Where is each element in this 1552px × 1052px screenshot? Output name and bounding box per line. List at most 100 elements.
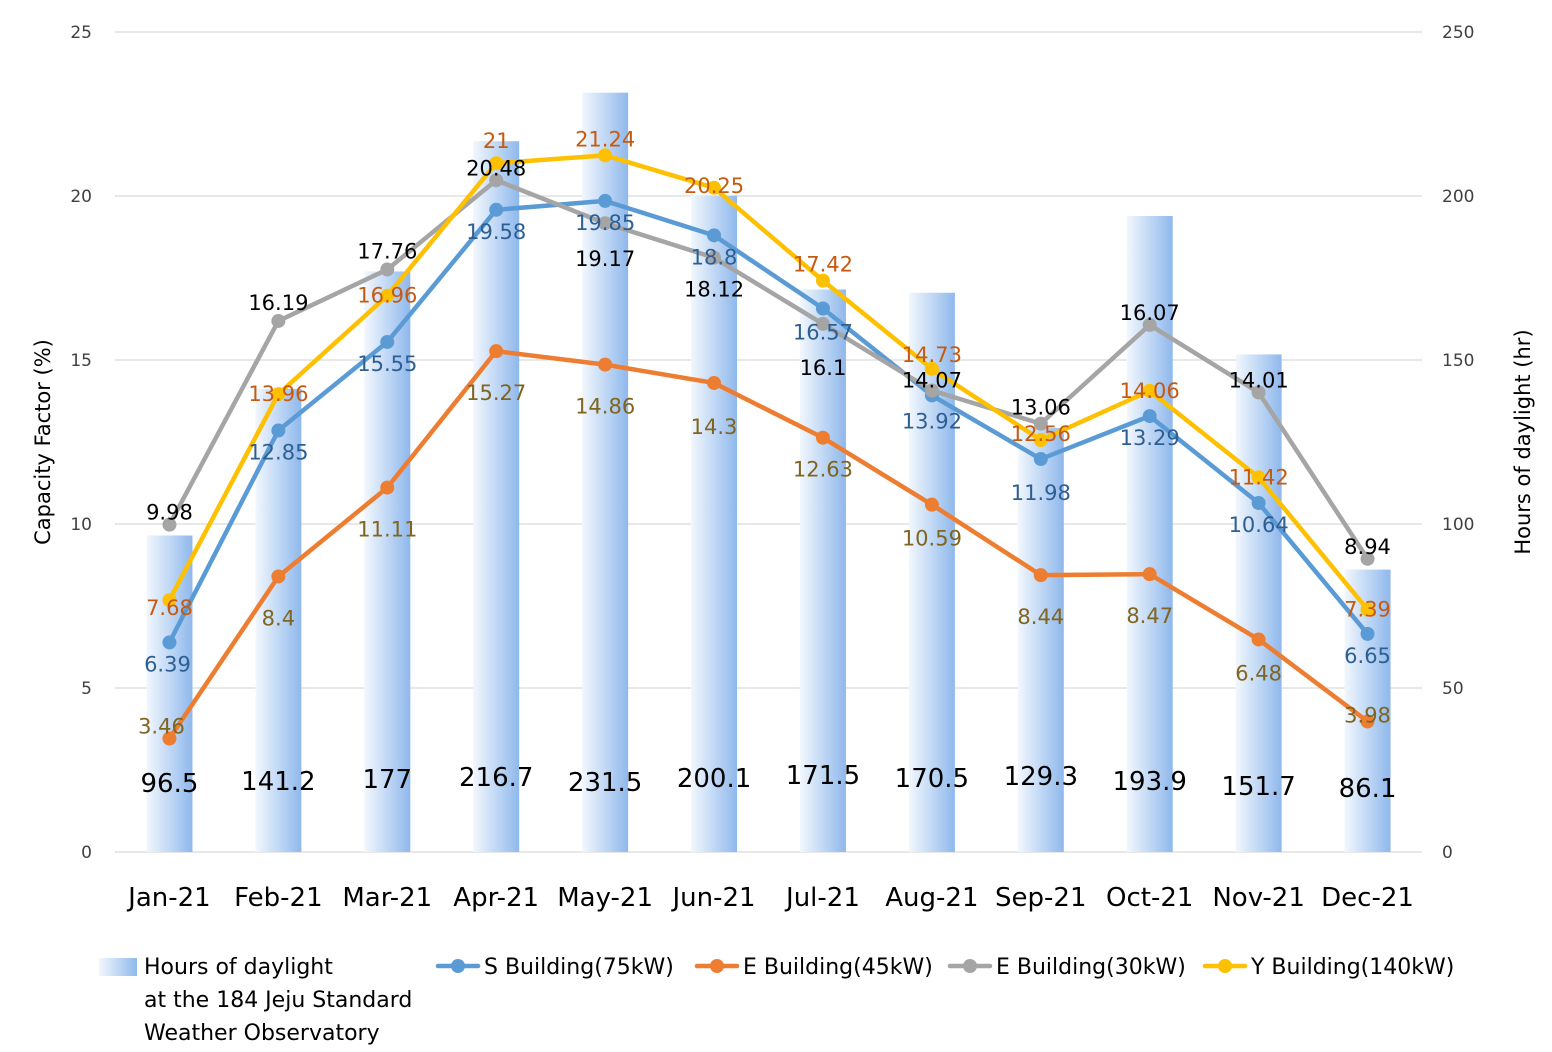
series-marker (489, 344, 504, 359)
series-marker (707, 180, 722, 195)
bar-value-label: 96.5 (141, 769, 199, 799)
series-data-label: 12.63 (793, 458, 853, 482)
series-marker (271, 387, 286, 402)
x-tick-label: Sep-21 (995, 883, 1086, 913)
bar-value-label: 141.2 (241, 767, 315, 797)
series-line (167, 153, 1370, 612)
x-tick-label: Oct-21 (1106, 883, 1193, 913)
legend: Hours of daylight at the 184 Jeju Standar… (99, 955, 1454, 1046)
right-tick-label: 0 (1442, 843, 1453, 863)
legend-bar-swatch (99, 958, 137, 976)
series-marker (707, 375, 722, 390)
daylight-bars (146, 92, 1391, 853)
bar-value-label: 193.9 (1112, 767, 1186, 797)
series-data-label: 7.39 (1344, 598, 1391, 622)
x-tick-label: Jul-21 (784, 883, 860, 913)
series-data-label: 16.1 (800, 356, 847, 380)
series-marker (489, 173, 504, 188)
bar-value-label: 86.1 (1339, 774, 1397, 804)
series-data-label: 21 (483, 129, 510, 153)
series-data-label: 16.19 (248, 291, 308, 315)
series-marker (271, 313, 286, 328)
series-marker (815, 430, 830, 445)
series-data-label: 18.12 (684, 278, 744, 302)
left-tick-label: 20 (70, 187, 92, 207)
bar-value-label: 177 (362, 765, 412, 795)
series-marker (1142, 317, 1157, 332)
x-tick-label: Apr-21 (453, 883, 539, 913)
daylight-bar (255, 388, 302, 852)
series-marker (707, 228, 722, 243)
daylight-bar (799, 289, 846, 853)
right-tick-label: 50 (1442, 679, 1464, 699)
bar-value-label: 170.5 (895, 764, 969, 794)
series-marker (1360, 714, 1375, 729)
bar-value-label: 171.5 (786, 761, 860, 791)
series-data-label: 15.55 (357, 352, 417, 376)
series-marker (598, 148, 613, 163)
series-marker (1142, 383, 1157, 398)
legend-series-label: Y Building(140kW) (1250, 955, 1454, 980)
series-data-label: 13.92 (902, 409, 962, 433)
left-tick-label: 5 (81, 679, 92, 699)
series-data-label: 17.76 (357, 239, 417, 263)
series-data-label: 8.44 (1017, 605, 1064, 629)
series-marker (924, 497, 939, 512)
series-data-label: 3.98 (1344, 703, 1391, 727)
series-marker (598, 216, 613, 231)
series-data-label: 14.73 (902, 343, 962, 367)
series-data-label: 12.56 (1011, 422, 1071, 446)
legend-marker-swatch (963, 959, 977, 973)
series-data-label: 13.96 (248, 382, 308, 406)
series-marker (489, 156, 504, 171)
series-marker (162, 635, 177, 650)
right-tick-label: 100 (1442, 515, 1474, 535)
series-data-label: 11.98 (1011, 481, 1071, 505)
series-data-label: 9.98 (146, 501, 193, 525)
legend-series-label: E Building(30kW) (996, 955, 1186, 980)
bar-value-label: 200.1 (677, 764, 751, 794)
series-marker (1360, 602, 1375, 617)
series-data-label: 17.42 (793, 253, 853, 277)
daylight-bar (691, 195, 738, 852)
series-data-label: 6.65 (1344, 644, 1391, 668)
legend-marker-swatch (710, 959, 724, 973)
series-line (167, 348, 1370, 741)
bar-value-label: 231.5 (568, 768, 642, 798)
bar-value-label: 151.7 (1221, 772, 1295, 802)
series-data-label: 7.68 (146, 596, 193, 620)
series-marker (1033, 433, 1048, 448)
series-marker (380, 288, 395, 303)
right-tick-label: 250 (1442, 23, 1474, 43)
daylight-bar (1017, 427, 1064, 852)
series-data-label: 21.24 (575, 127, 635, 151)
series-marker (162, 731, 177, 746)
series-data-label: 20.25 (684, 174, 744, 198)
series-marker (162, 517, 177, 532)
series-marker (1251, 496, 1266, 511)
series-marker (1360, 551, 1375, 566)
series-marker (1251, 385, 1266, 400)
series-marker (1251, 632, 1266, 647)
legend-series-label: E Building(45kW) (743, 955, 933, 980)
series-data-label: 13.06 (1011, 396, 1071, 420)
series-data-label: 16.57 (793, 321, 853, 345)
legend-bar-label: Hours of daylight (144, 955, 333, 980)
bar-value-label: 129.3 (1004, 762, 1078, 792)
series-data-label: 13.29 (1120, 426, 1180, 450)
x-tick-label: Jan-21 (126, 883, 211, 913)
series-lines (162, 148, 1375, 746)
legend-bar-label: at the 184 Jeju Standard (144, 988, 412, 1013)
left-tick-label: 0 (81, 843, 92, 863)
bar-value-label: 216.7 (459, 763, 533, 793)
series-data-label: 19.17 (575, 247, 635, 271)
daylight-bar (473, 141, 520, 852)
series-data-label: 6.48 (1235, 661, 1282, 685)
series-marker (1251, 470, 1266, 485)
series-data-label: 10.64 (1229, 513, 1289, 537)
left-axis-title: Capacity Factor (%) (31, 339, 55, 545)
series-data-label: 19.85 (575, 211, 635, 235)
daylight-bar (364, 271, 411, 852)
series-data-label: 11.42 (1229, 465, 1289, 489)
